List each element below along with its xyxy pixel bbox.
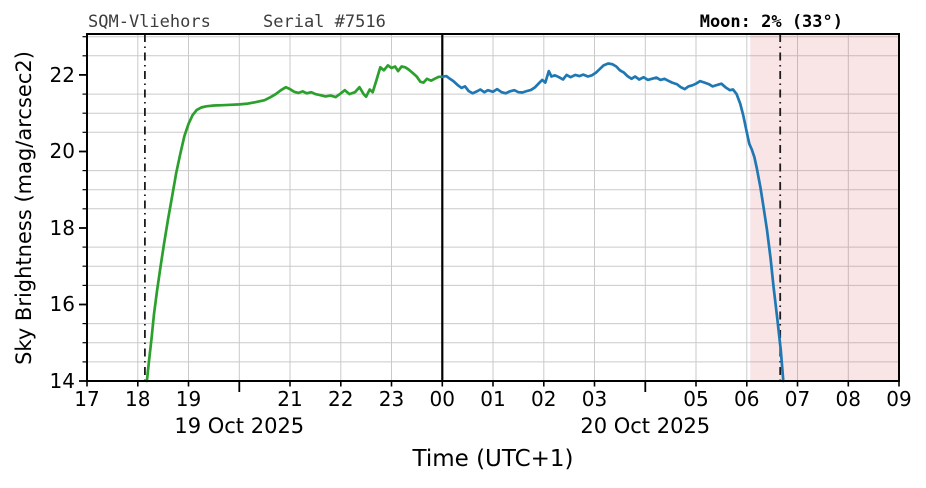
y-tick-label: 20 <box>49 139 75 164</box>
x-tick-label: 00 <box>429 387 455 411</box>
x-tick-label: 07 <box>784 387 811 411</box>
y-tick-label: 18 <box>49 215 75 240</box>
y-tick-label: 22 <box>49 62 75 87</box>
x-tick-label: 23 <box>378 387 405 411</box>
x-tick-label: 09 <box>886 387 912 411</box>
x-axis-label: Time (UTC+1) <box>412 446 574 472</box>
x-tick-label: 19 <box>175 387 202 411</box>
x-axis-date-label: 19 Oct 2025 <box>174 414 305 438</box>
x-tick-label: 03 <box>581 387 608 411</box>
x-tick-label: 05 <box>683 387 709 411</box>
x-tick-label: 02 <box>531 387 557 411</box>
x-tick-label: 08 <box>835 387 861 411</box>
station-title: SQM-Vliehors <box>88 12 211 32</box>
x-tick-label: 21 <box>277 387 303 411</box>
serial-title: Serial #7516 <box>263 12 386 32</box>
x-tick-label: 17 <box>74 387 100 411</box>
x-tick-label: 06 <box>734 387 760 411</box>
x-axis-date-label: 20 Oct 2025 <box>580 414 711 438</box>
moon-status: Moon: 2% (33°) <box>699 12 843 32</box>
y-tick-label: 16 <box>49 292 75 317</box>
x-tick-label: 18 <box>125 387 151 411</box>
y-tick-label: 14 <box>49 369 75 393</box>
x-tick-label: 01 <box>480 387 506 411</box>
x-tick-label: 22 <box>328 387 354 411</box>
